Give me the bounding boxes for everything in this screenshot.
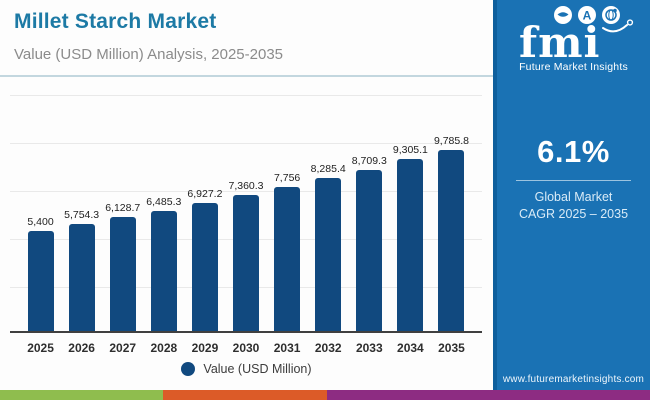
- fmi-logo: A fmi Future Market Insights: [497, 5, 650, 73]
- svg-text:A: A: [582, 9, 591, 23]
- bar: [150, 211, 177, 331]
- x-axis-labels: 2025 2026 2027 2028 2029 2030 2031 2032 2033 2034…: [10, 341, 482, 355]
- bar: [356, 170, 383, 331]
- bar-column-2025: 5,400: [20, 93, 61, 331]
- bar: [397, 159, 424, 331]
- bar-value-label: 6,128.7: [105, 202, 141, 214]
- legend-label: Value (USD Million): [203, 362, 312, 376]
- bars-row: 5,400 5,754.3 6,128.7 6,485.3 6,927.2 7,360.3…: [10, 93, 482, 331]
- page-subtitle: Value (USD Million) Analysis, 2025-2035: [14, 46, 284, 63]
- bar-chart: 5,400 5,754.3 6,128.7 6,485.3 6,927.2 7,360.3…: [10, 95, 482, 333]
- bar: [191, 203, 218, 331]
- x-tick-label: 2032: [314, 341, 342, 355]
- x-tick-label: 2033: [355, 341, 383, 355]
- cagr-label-line2: CAGR 2025 – 2035: [518, 207, 629, 221]
- cagr-label-line1: Global Market: [534, 190, 613, 204]
- bar-value-label: 8,709.3: [351, 155, 387, 167]
- gridline: [10, 95, 482, 96]
- bar-value-label: 5,754.3: [64, 209, 100, 221]
- bar-column-2026: 5,754.3: [61, 93, 102, 331]
- bar: [274, 187, 301, 331]
- website-url: www.futuremarketinsights.com: [502, 374, 645, 385]
- bar-value-label: 9,305.1: [392, 144, 428, 156]
- gridline: [10, 191, 482, 192]
- x-tick-label: 2030: [232, 341, 260, 355]
- chart-panel: Millet Starch Market Value (USD Million)…: [0, 10, 493, 376]
- page-title: Millet Starch Market: [14, 10, 217, 33]
- footer-stripe: [0, 390, 650, 400]
- bar-column-2034: 9,305.1: [390, 93, 431, 331]
- legend-marker-icon: [181, 362, 196, 376]
- cagr-divider: [516, 180, 631, 181]
- cagr-label: Global Market CAGR 2025 – 2035: [497, 189, 650, 223]
- x-tick-label: 2034: [397, 341, 424, 355]
- bar-column-2032: 8,285.4: [308, 93, 349, 331]
- bar-column-2027: 6,128.7: [102, 93, 143, 331]
- bar-value-label: 7,756: [273, 172, 301, 184]
- bar: [68, 224, 95, 331]
- header-divider: [0, 75, 493, 77]
- x-tick-label: 2025: [27, 341, 54, 355]
- bar-value-label: 5,400: [27, 216, 54, 228]
- x-tick-label: 2028: [150, 341, 178, 355]
- footer-stripe-green: [0, 390, 163, 400]
- bar: [233, 195, 260, 331]
- bar: [109, 217, 136, 331]
- bar-value-label: 8,285.4: [310, 163, 346, 175]
- x-tick-label: 2031: [273, 341, 301, 355]
- bar-column-2029: 6,927.2: [184, 93, 225, 331]
- x-tick-label: 2026: [68, 341, 95, 355]
- bar-value-label: 7,360.3: [228, 180, 264, 192]
- bar-column-2033: 8,709.3: [349, 93, 390, 331]
- x-tick-label: 2027: [109, 341, 137, 355]
- gridline: [10, 143, 482, 144]
- x-tick-label: 2029: [191, 341, 219, 355]
- bar: [438, 150, 465, 331]
- fmi-logo-tagline: Future Market Insights: [519, 61, 628, 73]
- x-tick-label: 2035: [438, 341, 465, 355]
- svg-text:fmi: fmi: [519, 18, 600, 63]
- bar-column-2031: 7,756: [267, 93, 308, 331]
- bar: [315, 178, 342, 331]
- bar-column-2035: 9,785.8: [431, 93, 472, 331]
- bar: [27, 231, 54, 331]
- cagr-value: 6.1%: [537, 134, 610, 169]
- footer-stripe-purple: [327, 390, 650, 400]
- fmi-logo-icon: A fmi: [519, 6, 633, 63]
- chart-legend: Value (USD Million): [0, 362, 493, 376]
- bar-value-label: 9,785.8: [433, 135, 469, 147]
- brand-sidebar: A fmi Future Market Insights 6.1% Global…: [493, 0, 650, 390]
- footer-stripe-orange: [163, 390, 327, 400]
- bar-value-label: 6,927.2: [187, 188, 223, 200]
- bar-column-2028: 6,485.3: [143, 93, 184, 331]
- bar-value-label: 6,485.3: [146, 196, 182, 208]
- bar-column-2030: 7,360.3: [225, 93, 266, 331]
